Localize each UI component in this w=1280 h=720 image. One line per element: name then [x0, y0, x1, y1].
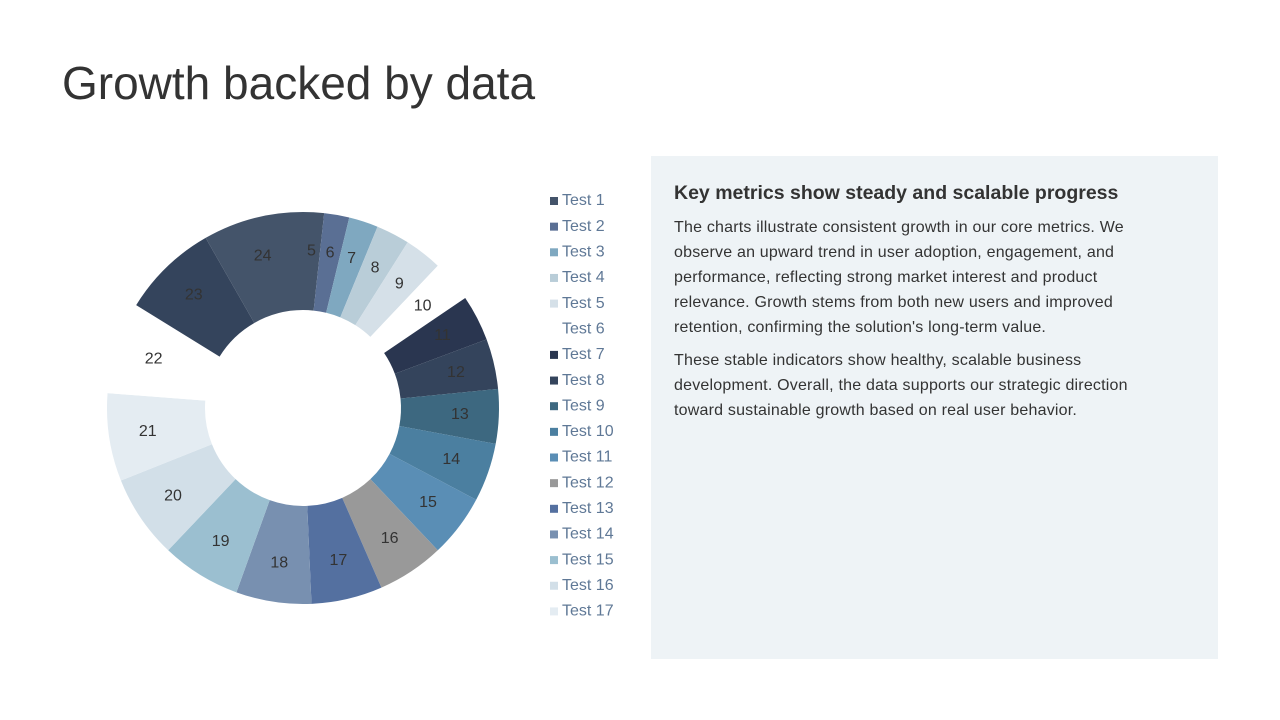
legend-swatch — [550, 427, 558, 436]
slice-label: 5 — [307, 242, 316, 259]
donut-slice — [399, 388, 499, 444]
legend-swatch — [550, 222, 558, 231]
donut-slice — [236, 500, 312, 604]
donut-slice — [307, 497, 382, 604]
slice-label: 11 — [434, 327, 451, 344]
slide-title: Growth backed by data — [62, 57, 536, 109]
donut-slice — [120, 444, 236, 551]
legend-swatch — [550, 479, 558, 488]
donut-slice — [355, 242, 438, 337]
donut-slice — [136, 237, 255, 357]
legend-swatch — [550, 273, 558, 282]
legend-swatch — [550, 325, 558, 334]
slice-label: 10 — [414, 298, 432, 315]
panel-paragraph: The charts illustrate consistent growth … — [674, 219, 1124, 336]
donut-slice — [326, 217, 378, 318]
slice-label: 16 — [381, 530, 399, 547]
legend-label: Test 13 — [562, 500, 614, 517]
donut-slice — [370, 265, 466, 354]
legend-label: Test 16 — [562, 577, 614, 594]
donut-slice — [106, 393, 212, 481]
slice-label: 19 — [212, 533, 230, 550]
legend-label: Test 15 — [562, 551, 614, 568]
slice-label: 7 — [347, 250, 356, 267]
legend-label: Test 11 — [562, 449, 613, 466]
slice-label: 14 — [442, 451, 460, 468]
legend-label: Test 8 — [562, 372, 605, 389]
panel-heading: Key metrics show steady and scalable pro… — [674, 182, 1119, 204]
legend-label: Test 10 — [562, 423, 614, 440]
legend-swatch — [550, 299, 558, 308]
slice-label: 15 — [419, 494, 437, 511]
legend-swatch — [550, 556, 558, 565]
slice-label: 13 — [451, 406, 469, 423]
donut-slice — [107, 305, 220, 401]
slice-label: 20 — [164, 487, 182, 504]
donut-slice — [340, 226, 408, 326]
legend-label: Test 7 — [562, 346, 605, 363]
legend-label: Test 14 — [562, 526, 614, 543]
slice-label: 22 — [145, 351, 163, 368]
donut-slice — [384, 298, 487, 374]
slice-label: 9 — [395, 275, 404, 292]
legend-swatch — [550, 402, 558, 411]
slice-label: 6 — [326, 245, 335, 262]
donut-slice — [342, 479, 438, 588]
legend-swatch — [550, 350, 558, 359]
legend-swatch — [550, 504, 558, 513]
legend-label: Test 4 — [562, 269, 605, 286]
donut-slice — [168, 479, 270, 593]
legend-label: Test 12 — [562, 474, 614, 491]
slice-label: 8 — [371, 260, 380, 277]
text-panel: Key metrics show steady and scalable pro… — [651, 156, 1218, 659]
legend-swatch — [550, 376, 558, 385]
panel-paragraph: These stable indicators show healthy, sc… — [674, 352, 1128, 419]
donut-slice — [205, 212, 303, 323]
slice-label: 18 — [270, 554, 288, 571]
legend-label: Test 9 — [562, 397, 605, 414]
legend-swatch — [550, 530, 558, 539]
legend-label: Test 3 — [562, 244, 605, 261]
legend-swatch — [550, 607, 558, 616]
donut-slice — [303, 212, 325, 311]
legend-label: Test 1 — [562, 192, 605, 209]
donut-slice — [394, 339, 499, 399]
legend-swatch — [550, 248, 558, 257]
legend-swatch — [550, 453, 558, 462]
donut-slice — [389, 425, 496, 500]
legend-label: Test 17 — [562, 603, 614, 620]
legend-label: Test 5 — [562, 295, 605, 312]
slice-label: 12 — [447, 364, 465, 381]
legend-label: Test 2 — [562, 218, 605, 235]
slice-label: 23 — [185, 286, 203, 303]
legend-label: Test 6 — [562, 320, 605, 337]
slice-label: 21 — [139, 423, 157, 440]
legend-swatch — [550, 581, 558, 590]
slice-label: 17 — [330, 552, 348, 569]
donut-slice — [370, 453, 477, 551]
legend-swatch — [550, 197, 558, 205]
donut-slice — [313, 213, 350, 313]
slice-label: 24 — [254, 247, 272, 264]
